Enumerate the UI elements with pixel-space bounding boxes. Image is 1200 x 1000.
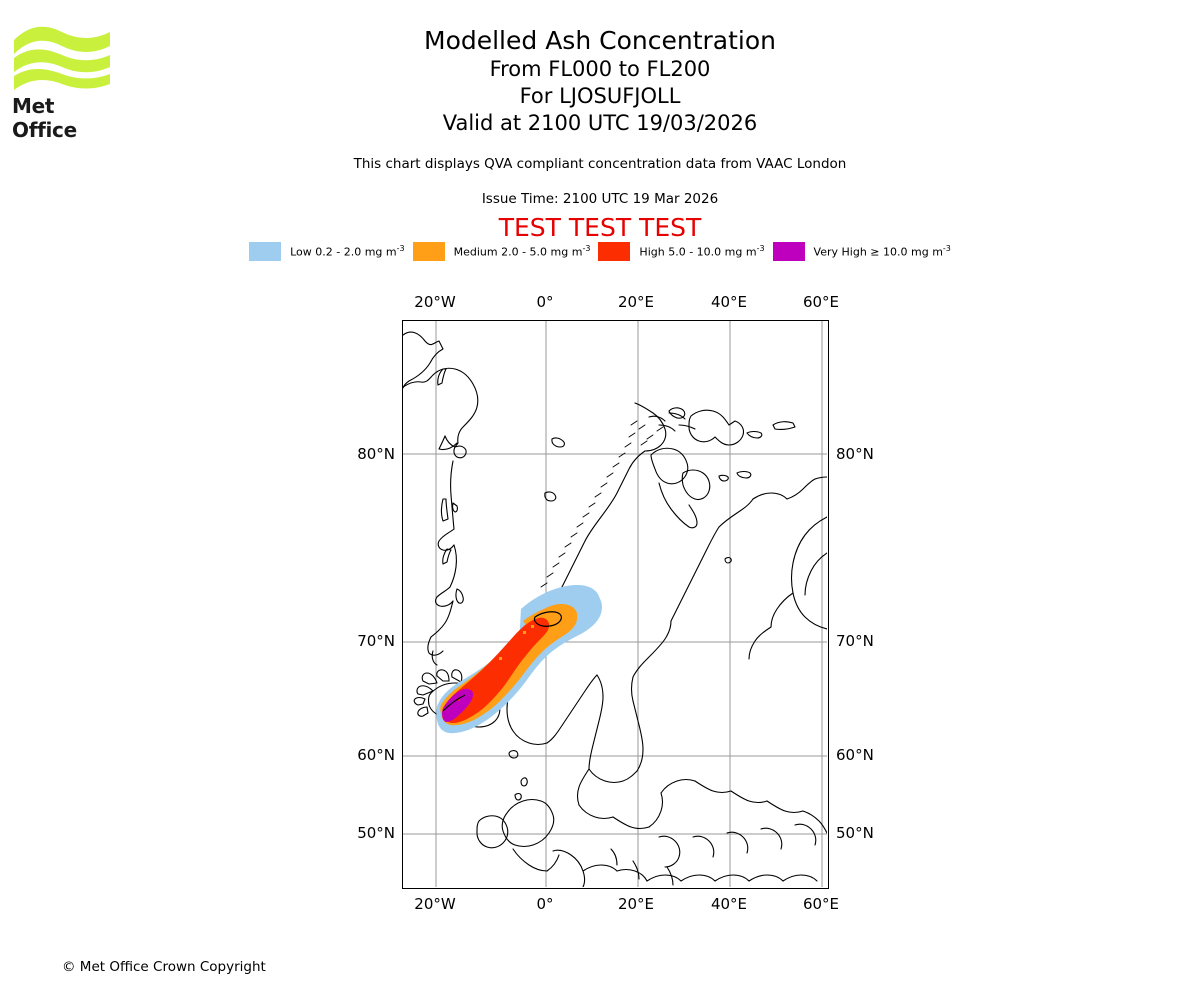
legend-label-medium: Medium 2.0 - 5.0 mg m-3 (453, 244, 591, 259)
legend-item-medium: Medium 2.0 - 5.0 mg m-3 (412, 242, 591, 261)
map-frame (402, 320, 829, 889)
lon-tick-top-0: 20°W (414, 293, 456, 311)
lon-tick-bottom-2: 20°E (617, 895, 655, 913)
lat-tick-right-0: 80°N (836, 445, 874, 463)
chart-title-line2: From FL000 to FL200 (489, 57, 711, 81)
lon-tick-bottom-3: 40°E (710, 895, 748, 913)
lat-tick-right-3: 50°N (836, 824, 874, 842)
chart-title-block: Modelled Ash Concentration From FL000 to… (0, 26, 1200, 137)
met-office-logo: Met Office (12, 22, 122, 142)
lon-tick-bottom-4: 60°E (802, 895, 840, 913)
lat-tick-left-0: 80°N (357, 445, 395, 463)
legend-item-high: High 5.0 - 10.0 mg m-3 (598, 242, 765, 261)
lon-tick-top-1: 0° (536, 293, 554, 311)
legend-swatch-medium (412, 242, 445, 261)
legend-label-low: Low 0.2 - 2.0 mg m-3 (290, 244, 405, 259)
lat-tick-left-3: 50°N (357, 824, 395, 842)
lon-tick-top-4: 60°E (802, 293, 840, 311)
chart-title-line4: Valid at 2100 UTC 19/03/2026 (442, 111, 758, 135)
lon-tick-top-3: 40°E (710, 293, 748, 311)
lon-tick-bottom-0: 20°W (414, 895, 456, 913)
chart-title-line3: For LJOSUFJOLL (519, 84, 681, 108)
lat-tick-right-2: 60°N (836, 746, 874, 764)
lat-tick-left-2: 60°N (357, 746, 395, 764)
coastlines (403, 331, 827, 887)
legend-swatch-high (598, 242, 631, 261)
chart-title-line1: Modelled Ash Concentration (424, 26, 776, 55)
issue-time: Issue Time: 2100 UTC 19 Mar 2026 (481, 191, 719, 207)
lon-tick-top-2: 20°E (617, 293, 655, 311)
ash-plume-very-high (442, 688, 473, 722)
volcano-source-marker (508, 643, 528, 659)
met-office-wordmark: Met Office (12, 94, 77, 142)
met-office-waves-icon (14, 26, 110, 90)
legend-label-high: High 5.0 - 10.0 mg m-3 (639, 244, 765, 259)
lat-tick-right-1: 70°N (836, 632, 874, 650)
ash-dense-feature (442, 611, 562, 712)
test-banner: TEST TEST TEST (498, 213, 702, 242)
map-gridlines (403, 321, 827, 887)
copyright-footer: © Met Office Crown Copyright (62, 959, 266, 975)
legend-label-very-high: Very High ≥ 10.0 mg m-3 (813, 244, 951, 259)
ash-concentration-map[interactable] (402, 320, 829, 889)
legend-item-low: Low 0.2 - 2.0 mg m-3 (249, 242, 405, 261)
legend-item-very-high: Very High ≥ 10.0 mg m-3 (772, 242, 951, 261)
lon-tick-bottom-1: 0° (536, 895, 554, 913)
legend-swatch-very-high (772, 242, 805, 261)
ash-plume-speckle (453, 625, 534, 706)
concentration-legend: Low 0.2 - 2.0 mg m-3 Medium 2.0 - 5.0 mg… (0, 242, 1200, 261)
map-canvas (403, 321, 827, 887)
legend-swatch-low (249, 242, 282, 261)
chart-subnote: This chart displays QVA compliant concen… (353, 156, 847, 172)
lat-tick-left-1: 70°N (357, 632, 395, 650)
